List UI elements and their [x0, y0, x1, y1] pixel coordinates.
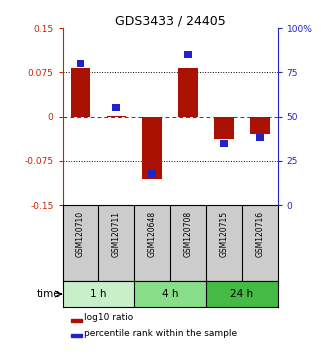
Bar: [178, 68, 198, 117]
Bar: [184, 51, 192, 58]
Text: GSM120715: GSM120715: [219, 211, 229, 257]
Text: GSM120711: GSM120711: [112, 211, 121, 257]
Text: 4 h: 4 h: [162, 289, 178, 299]
Bar: [77, 60, 84, 67]
Text: percentile rank within the sample: percentile rank within the sample: [84, 329, 237, 337]
Bar: [256, 135, 264, 141]
Bar: [250, 117, 270, 135]
Text: 24 h: 24 h: [230, 289, 253, 299]
Bar: [71, 319, 82, 322]
Bar: [142, 117, 162, 178]
Bar: [112, 104, 120, 112]
Bar: [214, 117, 234, 139]
Bar: [148, 170, 156, 177]
Bar: [220, 139, 228, 147]
Bar: [71, 68, 91, 117]
Text: time: time: [37, 289, 60, 299]
Text: 1 h: 1 h: [90, 289, 107, 299]
Text: GSM120708: GSM120708: [184, 211, 193, 257]
Text: log10 ratio: log10 ratio: [84, 313, 133, 322]
Text: GSM120648: GSM120648: [148, 211, 157, 257]
Text: GSM120710: GSM120710: [76, 211, 85, 257]
Bar: [206, 281, 278, 307]
Title: GDS3433 / 24405: GDS3433 / 24405: [115, 14, 226, 27]
Bar: [71, 334, 82, 337]
Bar: [63, 281, 134, 307]
Bar: [107, 115, 126, 117]
Text: GSM120716: GSM120716: [255, 211, 264, 257]
Bar: [134, 281, 206, 307]
